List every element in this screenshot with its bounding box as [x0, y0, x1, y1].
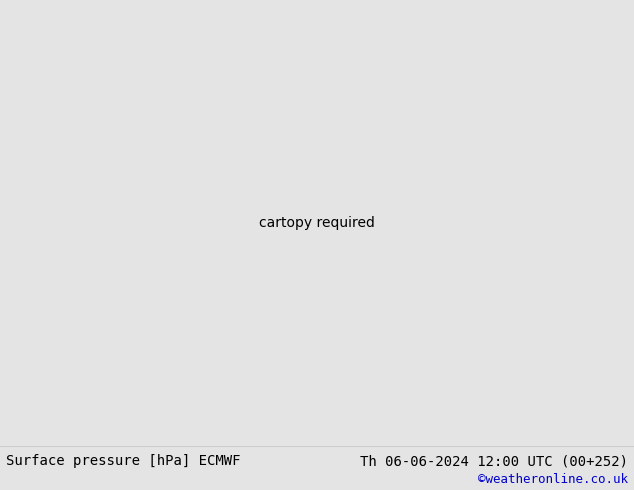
Text: Surface pressure [hPa] ECMWF: Surface pressure [hPa] ECMWF — [6, 454, 241, 468]
Text: cartopy required: cartopy required — [259, 216, 375, 230]
Text: ©weatheronline.co.uk: ©weatheronline.co.uk — [477, 472, 628, 486]
Text: Th 06-06-2024 12:00 UTC (00+252): Th 06-06-2024 12:00 UTC (00+252) — [359, 454, 628, 468]
